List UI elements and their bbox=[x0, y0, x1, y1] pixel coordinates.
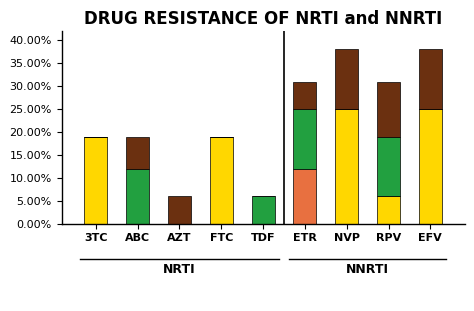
Text: NRTI: NRTI bbox=[163, 263, 196, 276]
Title: DRUG RESISTANCE OF NRTI and NNRTI: DRUG RESISTANCE OF NRTI and NNRTI bbox=[84, 10, 442, 28]
Bar bbox=[126, 137, 149, 169]
Bar bbox=[419, 109, 442, 224]
Bar bbox=[84, 137, 107, 224]
Bar bbox=[377, 196, 400, 224]
Text: NNRTI: NNRTI bbox=[346, 263, 389, 276]
Bar bbox=[377, 137, 400, 196]
Bar bbox=[210, 137, 233, 224]
Bar bbox=[293, 109, 316, 169]
Bar bbox=[293, 81, 316, 109]
Bar bbox=[419, 49, 442, 109]
Bar bbox=[293, 169, 316, 224]
Bar bbox=[252, 196, 274, 224]
Bar bbox=[168, 196, 191, 224]
Bar bbox=[335, 109, 358, 224]
Bar bbox=[126, 169, 149, 224]
Bar bbox=[377, 81, 400, 137]
Bar bbox=[335, 49, 358, 109]
